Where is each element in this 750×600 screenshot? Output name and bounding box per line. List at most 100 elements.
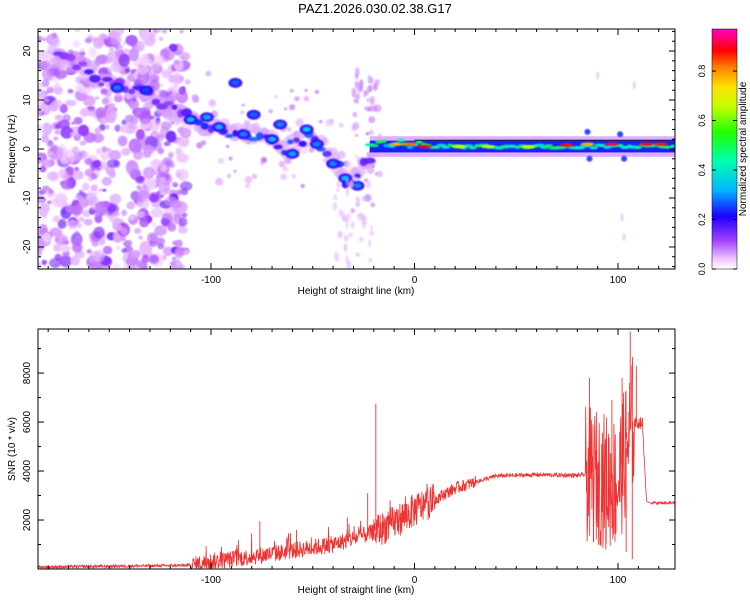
spectrogram-cell (84, 69, 94, 75)
spectrogram-cell (589, 146, 598, 150)
spectrogram-cell (42, 159, 54, 168)
spectrogram-cell (255, 132, 264, 141)
spectrogram-cell (604, 142, 619, 146)
spectrogram-content (38, 29, 675, 269)
spectrogram-cell (358, 236, 364, 243)
spectrogram-cell (343, 234, 349, 242)
spectrogram-cell (344, 161, 352, 169)
colorbar-tick-label: 0.0 (697, 263, 707, 276)
spectrogram-cell (70, 255, 80, 266)
spectrogram-cell (52, 243, 63, 252)
spectrogram-cell (355, 73, 359, 80)
spectrogram-cell (42, 232, 52, 243)
spectrogram-cell (632, 81, 636, 90)
spectrogram-cell (80, 47, 85, 53)
y-tick-label: 20 (22, 45, 33, 57)
spectrogram-cell (124, 114, 135, 124)
spectrogram-cell (115, 246, 121, 250)
colorbar-tick-label: 0.2 (697, 213, 707, 226)
spectrogram-cell (75, 234, 82, 239)
spectrogram-cell (103, 107, 117, 123)
spectrogram-cell (336, 188, 340, 192)
spectrogram-cell (67, 89, 74, 94)
spectrogram-cell (344, 246, 347, 253)
spectrogram-cell (350, 221, 355, 229)
spectrogram-cell (181, 187, 188, 196)
spectrogram-cell (348, 232, 354, 238)
spectrogram-cell (415, 140, 423, 144)
spectrogram-cell (93, 226, 105, 239)
spectrogram-cell (54, 124, 61, 129)
spectrogram-cell (168, 91, 173, 95)
x-tick-label: 0 (412, 575, 418, 586)
spectrogram-cell (177, 169, 189, 181)
spectrogram-cell (121, 248, 127, 254)
spectrogram-cell (367, 239, 372, 248)
spectrogram-cell (617, 131, 624, 138)
colorbar: 0.0 0.2 0.4 0.6 0.8 Normalized spectral ampl… (697, 28, 749, 275)
spectrogram-cell (41, 122, 53, 136)
spectrogram-cell (260, 162, 264, 166)
spectrogram-cell (142, 144, 155, 155)
spectrogram-cell (139, 29, 151, 41)
spectrogram-cell (128, 138, 142, 153)
colorbar-frame (711, 28, 738, 270)
spectrogram-cell (108, 150, 122, 161)
spectrogram-cell (136, 184, 142, 191)
spectrogram-cell (60, 157, 70, 165)
spectrogram-cell (544, 144, 554, 148)
y-tick-label: 0 (22, 146, 33, 152)
spectrogram-cell (314, 89, 319, 94)
spectrogram-cell (352, 111, 358, 118)
spectrogram-cell (165, 130, 177, 143)
spectrogram-cell (54, 192, 68, 207)
spectrogram-cell (38, 195, 44, 203)
spectrogram-cell (596, 71, 600, 80)
colorbar-tick-label: 0.6 (697, 114, 707, 127)
spectrogram-cell (369, 105, 376, 112)
spectrogram-cell (98, 160, 108, 170)
snr-frame (37, 328, 676, 570)
spectrogram-cell (244, 183, 251, 189)
spectrogram-cell (85, 194, 90, 200)
spectrogram-cell (90, 173, 98, 180)
spectrogram-cell (38, 124, 45, 132)
spectrogram-cell (72, 170, 84, 180)
spectrogram-cell (94, 214, 103, 224)
spectrogram-cell (102, 188, 107, 192)
snr-y-label: SNR (10 * v/v) (7, 417, 18, 481)
spectrogram-cell (108, 29, 118, 38)
spectrogram-cell (152, 131, 157, 137)
spectrogram-cell (268, 109, 273, 114)
spectrogram-cell (49, 102, 59, 112)
spectrogram-cell (88, 47, 97, 58)
spectrogram-cell (178, 135, 190, 147)
spectrogram-cell (167, 85, 179, 97)
spectrogram-cell (174, 250, 184, 259)
spectrogram-cell (107, 104, 115, 110)
spectrogram-cell (105, 124, 110, 130)
spectrogram-cell (369, 143, 379, 148)
spectrogram-cell (93, 249, 105, 263)
spectrogram-cell (580, 142, 595, 146)
spectrogram-cell (177, 226, 188, 234)
spectrogram-cell (353, 183, 362, 189)
spectrogram-cell (154, 54, 165, 67)
spectrogram-cell (151, 221, 156, 227)
spectrogram-cell (181, 212, 188, 218)
spectrogram-cell (87, 109, 96, 117)
spectrogram-cell (134, 228, 142, 234)
spectrogram-cell (215, 124, 224, 130)
spectrogram-cell (157, 147, 165, 155)
spectrogram-cell (417, 145, 432, 149)
spectrogram-cell (368, 257, 373, 263)
colorbar-ticks: 0.0 0.2 0.4 0.6 0.8 (697, 65, 737, 275)
spectrogram-cell (357, 83, 363, 93)
spectrogram-cell (127, 101, 134, 107)
spectrogram-cell (179, 29, 184, 34)
spectrogram-cell (135, 129, 145, 141)
spectrogram-cell (171, 104, 178, 110)
spectrogram-cell (71, 121, 76, 125)
spectrogram-cell (369, 76, 374, 85)
